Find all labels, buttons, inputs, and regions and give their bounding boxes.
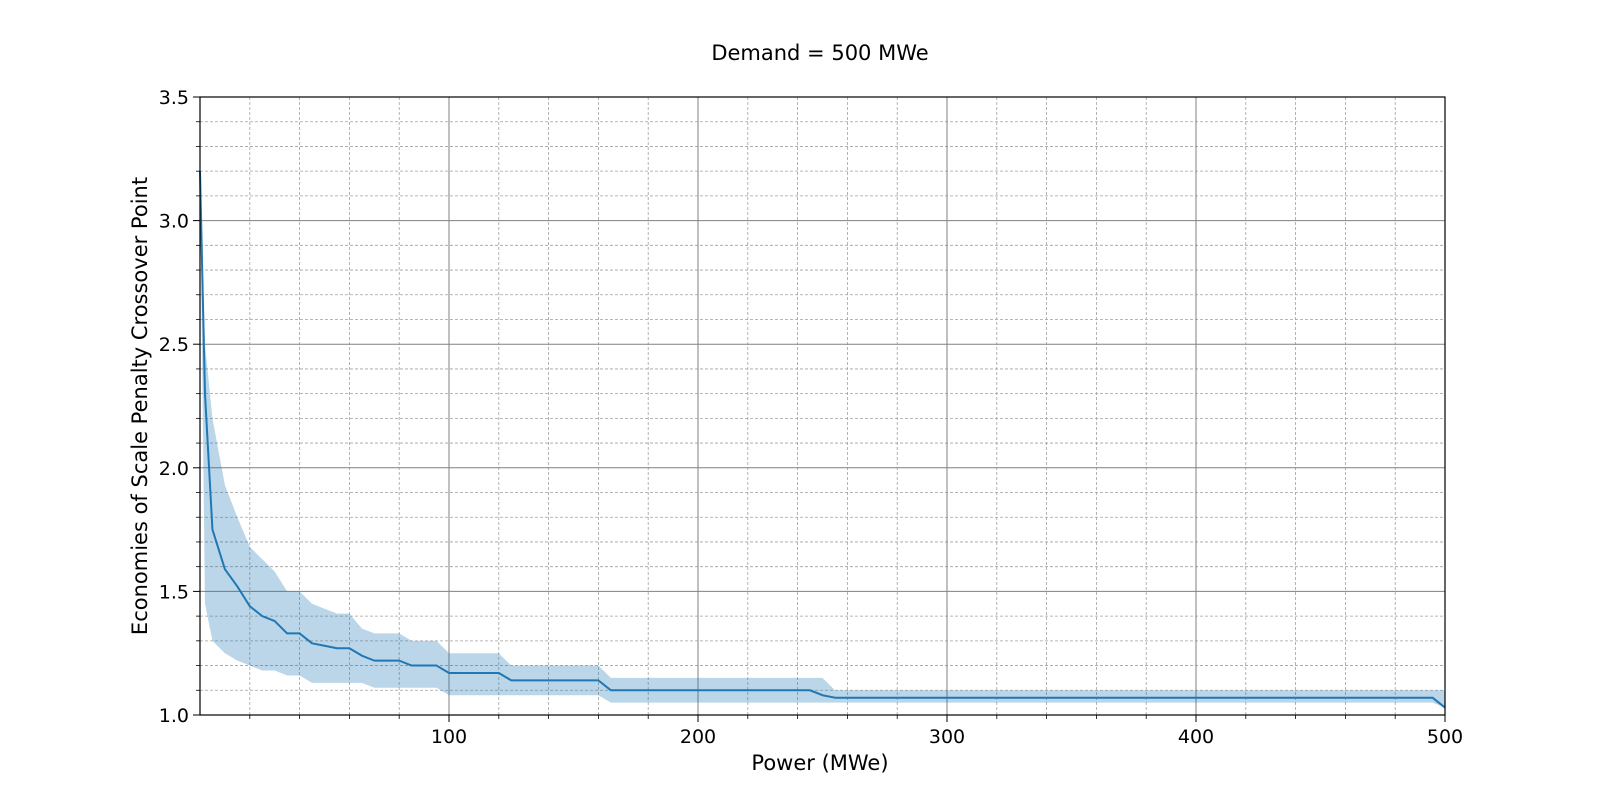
x-tick-label: 100 bbox=[431, 726, 467, 748]
y-tick-labels: 1.0 1.5 2.0 2.5 3.0 3.5 bbox=[159, 87, 189, 727]
series-line bbox=[199, 171, 1446, 709]
y-axis-label: Economies of Scale Penalty Crossover Poi… bbox=[128, 177, 152, 635]
x-tick-labels: 100 200 300 400 500 bbox=[431, 726, 1463, 748]
chart-title: Demand = 500 MWe bbox=[711, 41, 928, 65]
x-axis-label: Power (MWe) bbox=[751, 751, 888, 775]
y-tick-label: 3.0 bbox=[159, 211, 189, 233]
x-tick-label: 400 bbox=[1178, 726, 1214, 748]
axis-ticks bbox=[193, 96, 1446, 722]
y-tick-label: 2.0 bbox=[159, 458, 189, 480]
y-tick-label: 3.5 bbox=[159, 87, 189, 109]
y-tick-label: 1.5 bbox=[159, 581, 189, 603]
minor-grid bbox=[200, 97, 1445, 715]
major-grid bbox=[200, 97, 1445, 715]
y-tick-label: 1.0 bbox=[159, 705, 189, 727]
x-tick-label: 200 bbox=[680, 726, 716, 748]
x-tick-label: 500 bbox=[1427, 726, 1463, 748]
plot-frame bbox=[199, 96, 1446, 716]
confidence-band bbox=[200, 171, 1445, 708]
y-tick-label: 2.5 bbox=[159, 334, 189, 356]
x-tick-label: 300 bbox=[929, 726, 965, 748]
